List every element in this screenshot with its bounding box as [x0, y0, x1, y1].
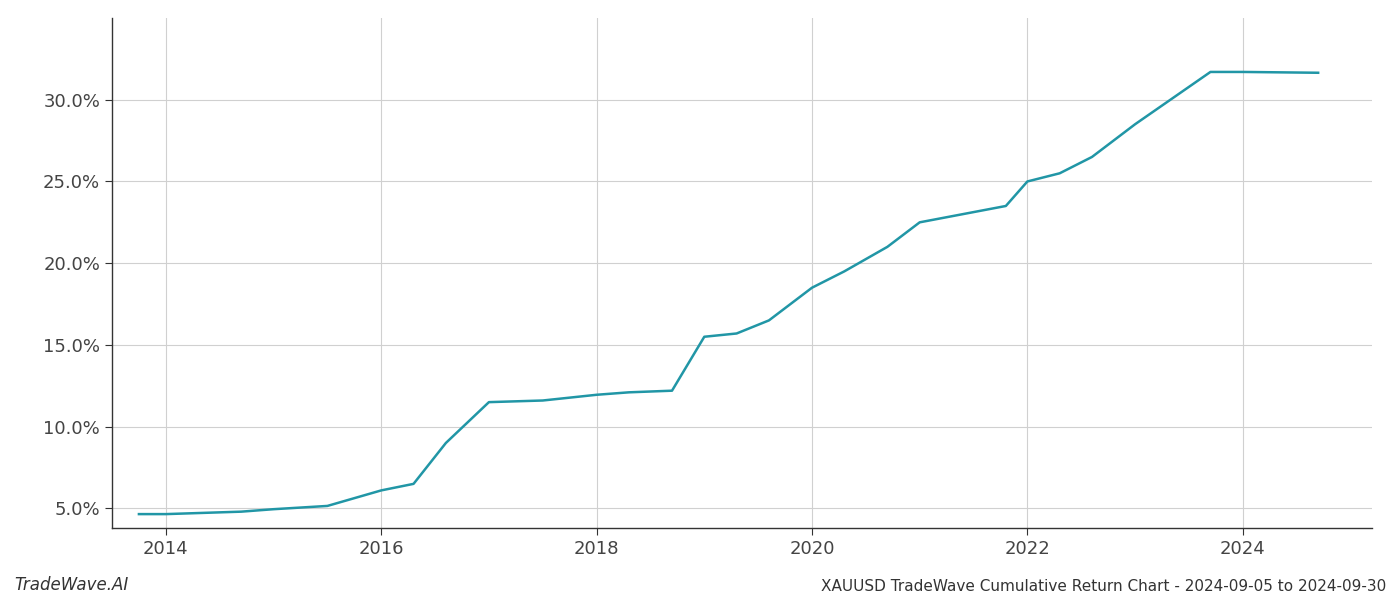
Text: TradeWave.AI: TradeWave.AI — [14, 576, 129, 594]
Text: XAUUSD TradeWave Cumulative Return Chart - 2024-09-05 to 2024-09-30: XAUUSD TradeWave Cumulative Return Chart… — [820, 579, 1386, 594]
